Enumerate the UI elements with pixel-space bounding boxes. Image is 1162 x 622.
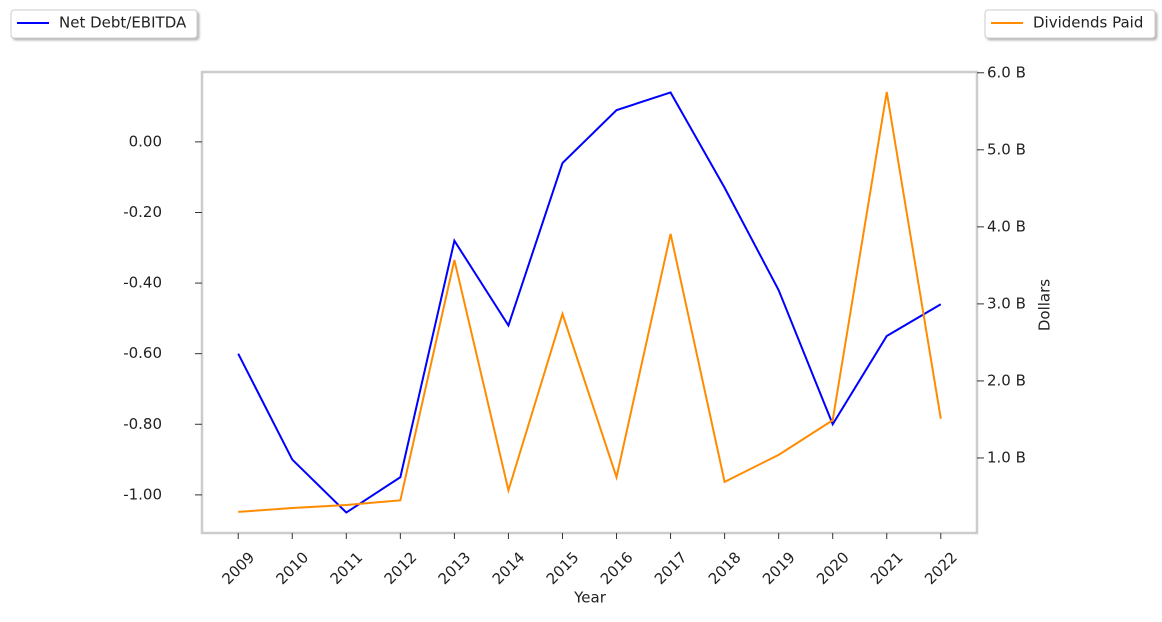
x-tick-label: 2010 (273, 548, 313, 588)
x-axis-label: Year (573, 589, 607, 607)
x-tick-label: 2016 (597, 548, 637, 588)
x-tick-label: 2018 (705, 548, 745, 588)
y2-tick-label: 3.0 B (987, 294, 1026, 312)
x-tick-label: 2022 (921, 548, 961, 588)
y2-tick-label: 1.0 B (987, 448, 1026, 466)
x-tick-label: 2014 (489, 548, 529, 588)
x-tick-label: 2020 (813, 548, 853, 588)
y-tick-label: 0.00 (129, 132, 162, 150)
x-tick-label: 2017 (651, 548, 691, 588)
legend-box (984, 9, 1156, 39)
legend-label: Dividends Paid (1033, 14, 1143, 32)
x-tick-label: 2012 (381, 548, 421, 588)
y2-tick-label: 6.0 B (987, 63, 1026, 81)
series-line (237, 91, 942, 514)
y2-axis-label: Dollars (1036, 279, 1054, 331)
y-tick-label: -0.20 (123, 203, 162, 221)
y-tick-label: -0.60 (123, 344, 162, 362)
y-tick-label: -0.80 (123, 415, 162, 433)
y2-tick-label: 5.0 B (987, 140, 1026, 158)
y-tick-label: -0.40 (123, 274, 162, 292)
x-tick-label: 2019 (759, 548, 799, 588)
x-tick-label: 2011 (327, 548, 367, 588)
plot-frame (200, 70, 979, 535)
legend-label: Net Debt/EBITDA (59, 14, 187, 32)
x-tick-label: 2015 (543, 548, 583, 588)
y-tick-label: -1.00 (123, 485, 162, 503)
series-line (238, 91, 942, 513)
x-tick-label: 2021 (867, 548, 907, 588)
y2-tick-label: 4.0 B (987, 217, 1026, 235)
x-tick-label: 2009 (218, 548, 258, 588)
y2-tick-label: 2.0 B (987, 371, 1026, 389)
x-tick-label: 2013 (435, 548, 475, 588)
legend-box (10, 9, 198, 39)
